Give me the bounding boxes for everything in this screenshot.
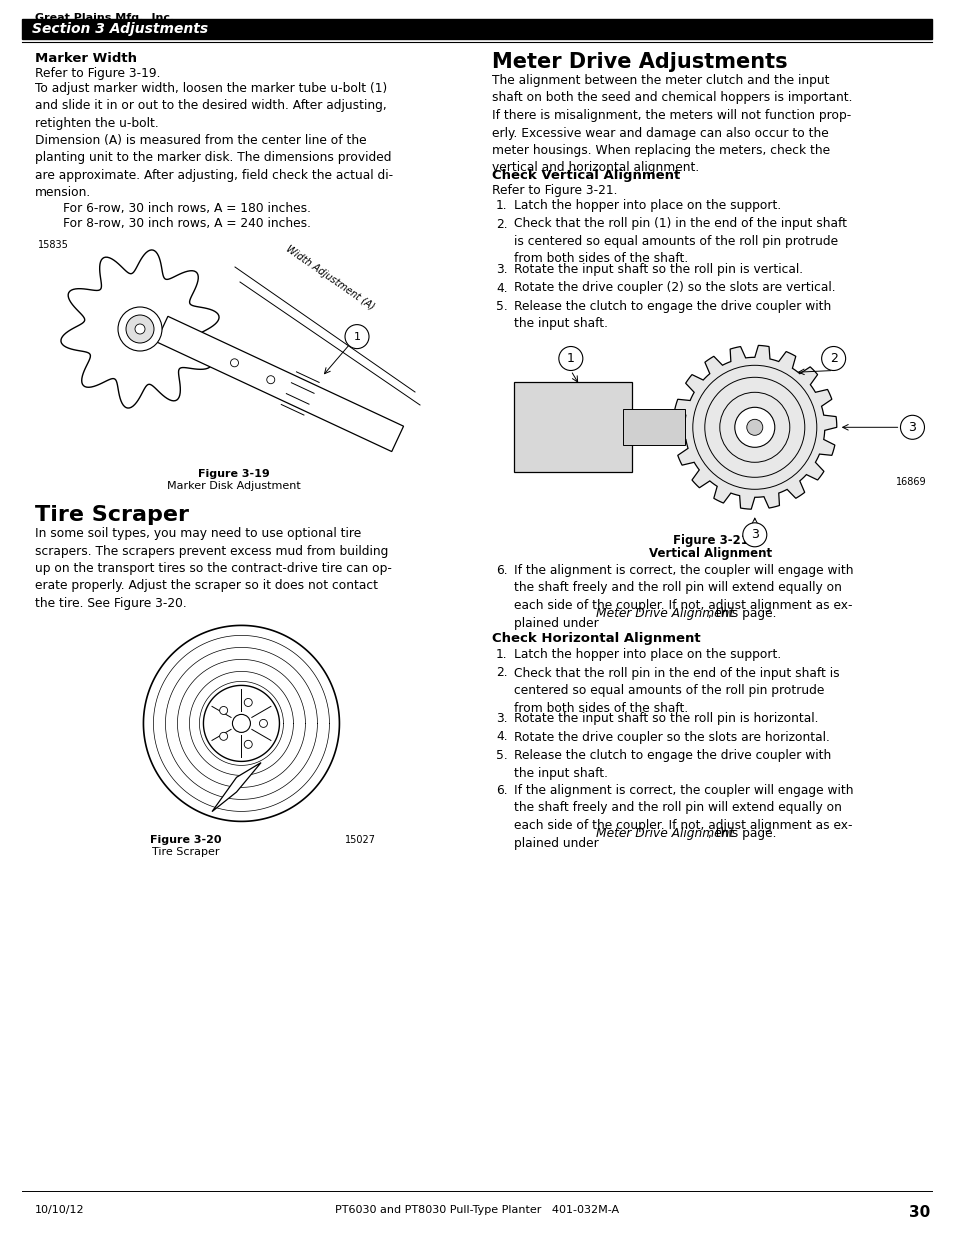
- Text: Meter Drive Adjustments: Meter Drive Adjustments: [492, 52, 787, 72]
- Text: Figure 3-21: Figure 3-21: [673, 534, 748, 547]
- Text: If the alignment is correct, the coupler will engage with
the shaft freely and t: If the alignment is correct, the coupler…: [514, 784, 853, 850]
- Bar: [22, 19, 931, 40]
- Text: , this page.: , this page.: [707, 827, 776, 841]
- Text: Rotate the input shaft so the roll pin is horizontal.: Rotate the input shaft so the roll pin i…: [514, 713, 818, 725]
- Text: Tire Scraper: Tire Scraper: [35, 505, 189, 525]
- Circle shape: [244, 699, 252, 706]
- Polygon shape: [143, 625, 339, 821]
- Text: 2.: 2.: [496, 217, 507, 231]
- Text: In some soil types, you may need to use optional tire
scrapers. The scrapers pre: In some soil types, you may need to use …: [35, 527, 392, 610]
- Circle shape: [821, 347, 844, 370]
- Polygon shape: [514, 383, 632, 472]
- Circle shape: [219, 732, 228, 740]
- Circle shape: [267, 375, 274, 384]
- Polygon shape: [61, 249, 219, 408]
- Text: The alignment between the meter clutch and the input
shaft on both the seed and : The alignment between the meter clutch a…: [492, 74, 852, 174]
- Text: Release the clutch to engage the drive coupler with
the input shaft.: Release the clutch to engage the drive c…: [514, 748, 830, 779]
- Polygon shape: [156, 316, 403, 452]
- Text: 15835: 15835: [38, 240, 69, 249]
- Text: 5.: 5.: [496, 748, 507, 762]
- Text: PT6030 and PT8030 Pull-Type Planter   401-032M-A: PT6030 and PT8030 Pull-Type Planter 401-…: [335, 1205, 618, 1215]
- Circle shape: [900, 415, 923, 440]
- Circle shape: [558, 347, 582, 370]
- Text: 5.: 5.: [496, 300, 507, 312]
- Text: 1.: 1.: [496, 648, 507, 661]
- Text: 6.: 6.: [496, 784, 507, 797]
- Text: Meter Drive Alignment: Meter Drive Alignment: [596, 608, 734, 620]
- Text: 30: 30: [908, 1205, 929, 1220]
- Text: , this page.: , this page.: [707, 608, 776, 620]
- Polygon shape: [672, 346, 836, 509]
- Text: 1.: 1.: [496, 199, 507, 212]
- Circle shape: [692, 366, 816, 489]
- Text: Check Horizontal Alignment: Check Horizontal Alignment: [492, 632, 700, 645]
- Text: For 8-row, 30 inch rows, A = 240 inches.: For 8-row, 30 inch rows, A = 240 inches.: [63, 217, 311, 230]
- Text: Figure 3-19: Figure 3-19: [197, 469, 269, 479]
- Circle shape: [720, 393, 789, 462]
- Text: Latch the hopper into place on the support.: Latch the hopper into place on the suppo…: [514, 648, 781, 661]
- Text: 6.: 6.: [496, 564, 507, 577]
- Text: 1: 1: [354, 332, 360, 342]
- Text: 3.: 3.: [496, 713, 507, 725]
- Text: Section 3 Adjustments: Section 3 Adjustments: [32, 22, 208, 36]
- Text: Width Adjustment (A): Width Adjustment (A): [284, 243, 375, 312]
- Circle shape: [345, 325, 369, 348]
- Text: 4.: 4.: [496, 730, 507, 743]
- Circle shape: [259, 720, 267, 727]
- Polygon shape: [203, 685, 279, 762]
- Text: For 6-row, 30 inch rows, A = 180 inches.: For 6-row, 30 inch rows, A = 180 inches.: [63, 203, 311, 215]
- Circle shape: [734, 408, 774, 447]
- Text: Rotate the input shaft so the roll pin is vertical.: Rotate the input shaft so the roll pin i…: [514, 263, 802, 275]
- Text: 1: 1: [566, 352, 574, 366]
- Text: Rotate the drive coupler (2) so the slots are vertical.: Rotate the drive coupler (2) so the slot…: [514, 282, 835, 294]
- Circle shape: [231, 359, 238, 367]
- Text: Refer to Figure 3-19.: Refer to Figure 3-19.: [35, 67, 160, 80]
- Text: 3: 3: [907, 421, 916, 433]
- Text: 3: 3: [750, 529, 758, 541]
- Text: Great Plains Mfg., Inc.: Great Plains Mfg., Inc.: [35, 14, 174, 23]
- Text: Vertical Alignment: Vertical Alignment: [649, 547, 772, 559]
- Text: To adjust marker width, loosen the marker tube u-bolt (1)
and slide it in or out: To adjust marker width, loosen the marke…: [35, 82, 387, 130]
- Text: Tire Scraper: Tire Scraper: [152, 847, 219, 857]
- Circle shape: [742, 522, 766, 547]
- Polygon shape: [212, 762, 261, 811]
- Circle shape: [126, 315, 153, 343]
- Text: Release the clutch to engage the drive coupler with
the input shaft.: Release the clutch to engage the drive c…: [514, 300, 830, 331]
- Circle shape: [219, 706, 228, 715]
- Circle shape: [244, 740, 252, 748]
- Text: Figure 3-20: Figure 3-20: [150, 835, 221, 845]
- Circle shape: [233, 714, 251, 732]
- Text: 16869: 16869: [896, 477, 926, 487]
- Text: 2.: 2.: [496, 667, 507, 679]
- Text: 10/10/12: 10/10/12: [35, 1205, 85, 1215]
- Circle shape: [135, 324, 145, 333]
- Text: 4.: 4.: [496, 282, 507, 294]
- Text: Check Vertical Alignment: Check Vertical Alignment: [492, 169, 679, 182]
- Text: If the alignment is correct, the coupler will engage with
the shaft freely and t: If the alignment is correct, the coupler…: [514, 564, 853, 630]
- Text: 2: 2: [829, 352, 837, 366]
- Circle shape: [118, 308, 162, 351]
- Text: Marker Width: Marker Width: [35, 52, 137, 65]
- Text: Check that the roll pin in the end of the input shaft is
centered so equal amoun: Check that the roll pin in the end of th…: [514, 667, 839, 715]
- Text: Rotate the drive coupler so the slots are horizontal.: Rotate the drive coupler so the slots ar…: [514, 730, 829, 743]
- Circle shape: [746, 420, 762, 435]
- Polygon shape: [622, 409, 684, 446]
- Text: Latch the hopper into place on the support.: Latch the hopper into place on the suppo…: [514, 199, 781, 212]
- Text: Marker Disk Adjustment: Marker Disk Adjustment: [167, 480, 300, 492]
- Text: Check that the roll pin (1) in the end of the input shaft
is centered so equal a: Check that the roll pin (1) in the end o…: [514, 217, 846, 266]
- Text: 3.: 3.: [496, 263, 507, 275]
- Circle shape: [704, 378, 804, 477]
- Text: Refer to Figure 3-21.: Refer to Figure 3-21.: [492, 184, 617, 198]
- Text: Meter Drive Alignment: Meter Drive Alignment: [596, 827, 734, 841]
- Text: 15027: 15027: [345, 835, 375, 845]
- Text: Dimension (A) is measured from the center line of the
planting unit to the marke: Dimension (A) is measured from the cente…: [35, 135, 393, 200]
